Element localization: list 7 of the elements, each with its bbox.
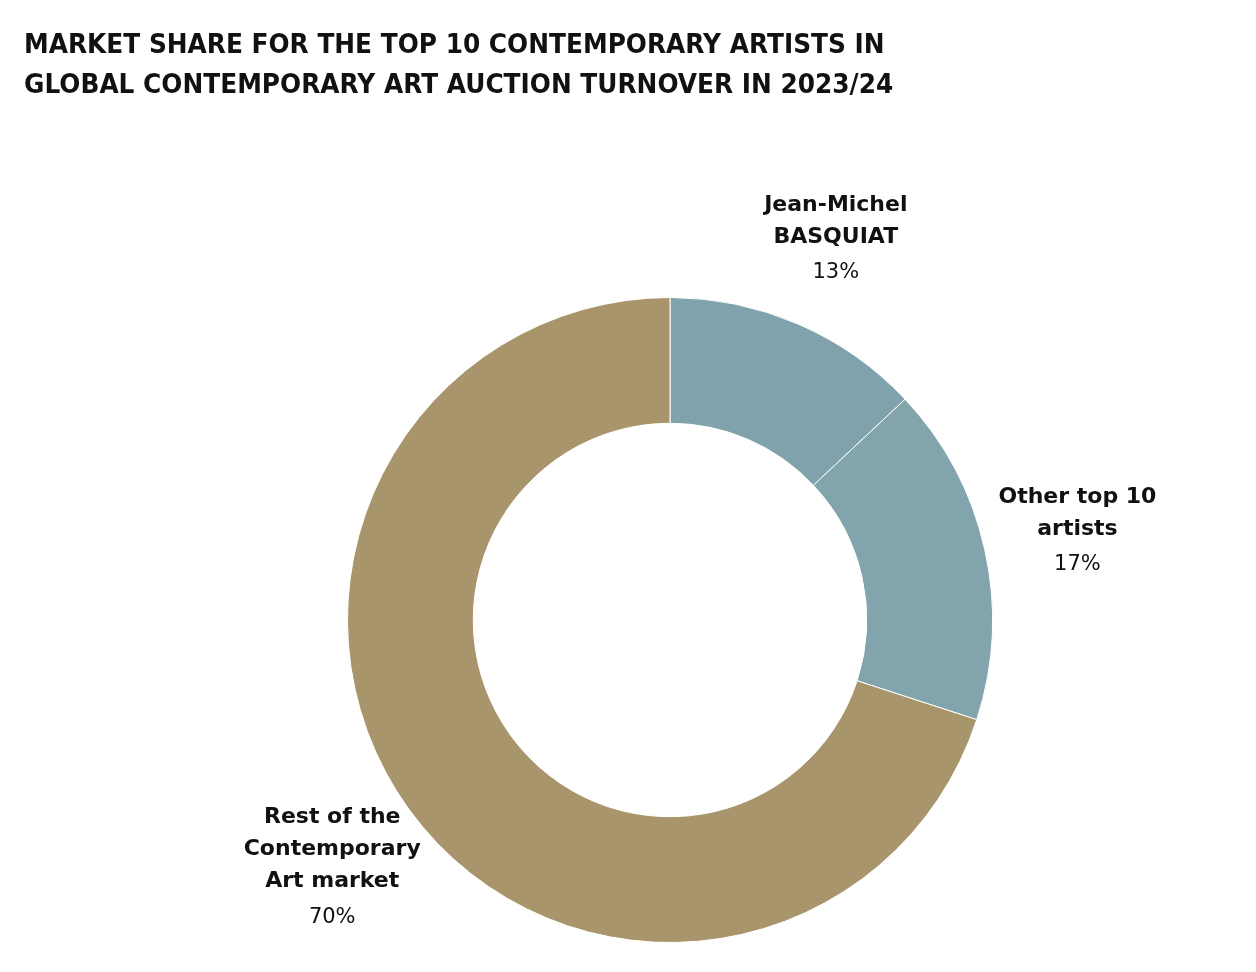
chart-title: MARKET SHARE FOR THE TOP 10 CONTEMPORARY ARTISTS IN GLOBAL CONTEMPORARY ART AUCTION TURNOVER IN 2023/24 xyxy=(24,27,895,101)
slice-label: Rest of the Contemporary Art market xyxy=(243,803,421,893)
data-label: 13% xyxy=(812,259,860,284)
data-label: 17% xyxy=(1054,551,1101,576)
data-label: 70% xyxy=(308,903,356,928)
slice-label: Other top 10 artists xyxy=(998,482,1157,540)
slice-label: Jean-Michel BASQUIAT xyxy=(762,190,908,248)
